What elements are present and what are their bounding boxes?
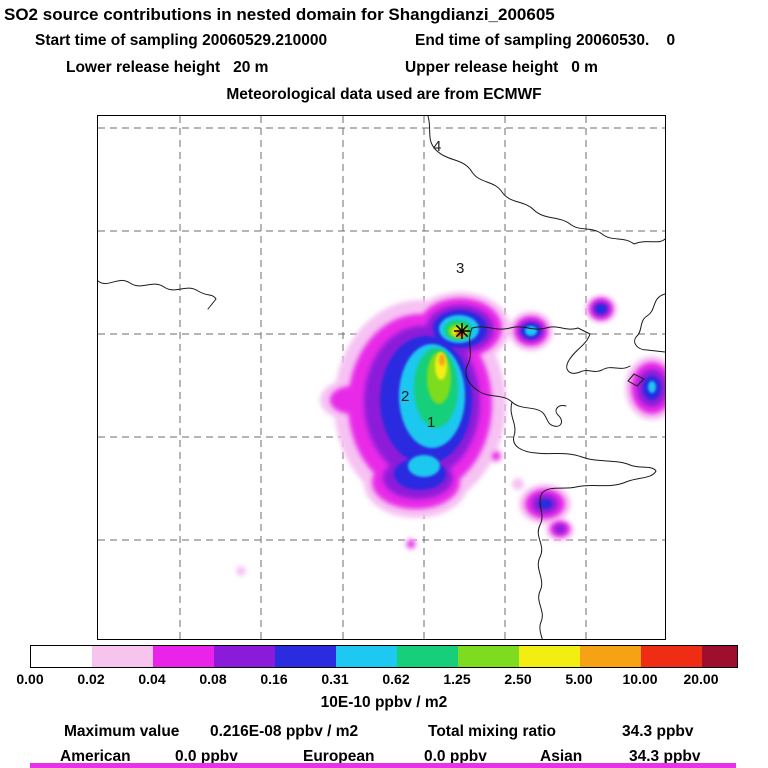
colorbar-segment — [702, 646, 737, 667]
region-asian-label: Asian — [540, 748, 583, 765]
colorbar-tick-label: 0.31 — [321, 671, 349, 687]
map-plot: 1 2 3 4 — [97, 115, 666, 640]
colorbar-tick-label: 0.16 — [260, 671, 288, 687]
colorbar-tick-label: 10.00 — [622, 671, 658, 687]
map-region-label-1: 1 — [427, 414, 436, 431]
colorbar-segment — [214, 646, 275, 667]
colorbar-tick-label: 0.00 — [16, 671, 44, 687]
coastlines — [98, 116, 665, 639]
region-european-value: 0.0 ppbv — [424, 748, 487, 765]
colorbar-segment — [580, 646, 641, 667]
colorbar-segment — [641, 646, 702, 667]
region-european-label: European — [303, 748, 375, 765]
colorbar-tick-labels: 0.00 0.02 0.04 0.08 0.16 0.31 0.62 1.25 2.50 5.00… — [16, 671, 736, 687]
start-sampling-text: Start time of sampling 20060529.210000 — [35, 32, 328, 49]
colorbar-unit-label: 10E-10 ppbv / m2 — [320, 694, 448, 711]
total-mixing-ratio-label: Total mixing ratio — [428, 723, 557, 740]
colorbar-tick-label: 20.00 — [683, 671, 719, 687]
map-region-label-3: 3 — [456, 260, 465, 277]
upper-release-text: Upper release height 0 m — [405, 59, 598, 76]
latlon-grid — [98, 116, 665, 639]
colorbar-tick-label: 2.50 — [504, 671, 532, 687]
colorbar-segment — [92, 646, 153, 667]
colorbar-tick-label: 1.25 — [443, 671, 471, 687]
region-american-label: American — [60, 748, 131, 765]
total-mixing-ratio-value: 34.3 ppbv — [622, 723, 694, 740]
colorbar-segment — [519, 646, 580, 667]
end-sampling-text: End time of sampling 20060530. 0 — [415, 32, 676, 49]
colorbar-tick-label: 0.04 — [138, 671, 166, 687]
colorbar-segment — [153, 646, 214, 667]
page-title: SO2 source contributions in nested domai… — [4, 5, 555, 24]
bottom-colorbar-strip — [30, 763, 736, 768]
map-region-label-2: 2 — [401, 388, 410, 405]
max-value-label: Maximum value — [64, 723, 180, 740]
colorbar-tick-label: 0.02 — [77, 671, 105, 687]
colorbar — [30, 645, 738, 668]
map-region-label-4: 4 — [433, 138, 442, 155]
colorbar-tick-label: 0.08 — [199, 671, 227, 687]
colorbar-segment — [31, 646, 92, 667]
colorbar-segment — [336, 646, 397, 667]
colorbar-segment — [275, 646, 336, 667]
colorbar-tick-label: 5.00 — [565, 671, 593, 687]
region-asian-value: 34.3 ppbv — [629, 748, 701, 765]
lower-release-text: Lower release height 20 m — [66, 59, 269, 76]
release-site-marker-icon — [454, 323, 470, 339]
map-canvas — [98, 116, 665, 639]
colorbar-segment — [458, 646, 519, 667]
colorbar-segment — [397, 646, 458, 667]
colorbar-tick-label: 0.62 — [382, 671, 410, 687]
met-data-text: Meteorological data used are from ECMWF — [226, 86, 542, 103]
region-american-value: 0.0 ppbv — [175, 748, 238, 765]
max-value-text: 0.216E-08 ppbv / m2 — [210, 723, 359, 740]
